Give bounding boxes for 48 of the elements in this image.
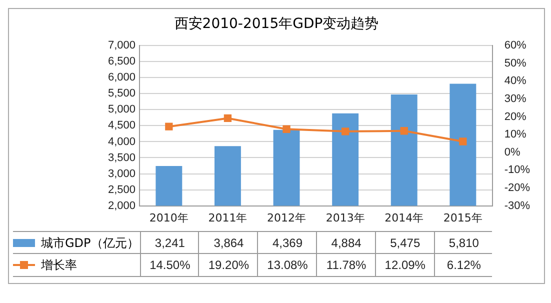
data-label: 5,475 [374, 232, 435, 254]
x-tick-label: 2014年 [384, 211, 424, 224]
y2-tick-label: 40% [504, 75, 527, 88]
x-tick-label: 2013年 [326, 211, 365, 224]
data-label: 14.50% [140, 254, 200, 276]
x-tick-label: 2015年 [443, 211, 482, 224]
point [224, 114, 232, 122]
y-tick-label: 6,000 [108, 72, 136, 84]
y2-tick-label: -20% [504, 182, 530, 194]
data-label: 6.12% [434, 254, 494, 276]
y2-tick-label: 50% [504, 57, 527, 70]
y2-tick-label: 20% [504, 110, 527, 123]
y-tick-label: 6,500 [108, 56, 136, 68]
y2-tick-label: 30% [504, 93, 527, 106]
x-tick-label: 2012年 [267, 211, 306, 224]
y-tick-label: 4,000 [108, 136, 136, 148]
y-tick-label: 4,500 [108, 120, 136, 132]
data-label: 3,864 [198, 232, 258, 254]
y-tick-label: 2,000 [108, 200, 136, 212]
y2-tick-label: -10% [504, 164, 530, 176]
data-label: 4,369 [257, 232, 317, 254]
y-tick-label: 3,000 [108, 168, 136, 180]
y2-tick-label: 60% [504, 40, 527, 52]
x-tick-label: 2011年 [208, 211, 248, 224]
data-label: 12.09% [374, 254, 435, 276]
data-label: 3,241 [140, 232, 200, 254]
data-label: 4,884 [316, 232, 376, 254]
data-label: 5,810 [434, 232, 494, 254]
legend-label: 增长率 [41, 256, 77, 274]
y-tick-label: 2,500 [108, 184, 136, 196]
point [341, 128, 350, 136]
point [165, 122, 173, 130]
y-tick-label: 5,000 [108, 104, 136, 116]
data-label: 19.20% [198, 254, 258, 276]
y-tick-label: 7,000 [108, 40, 136, 52]
point [459, 138, 467, 146]
point [400, 127, 408, 135]
x-tick-label: 2010年 [149, 211, 188, 224]
legend-label: 城市GDP（亿元） [41, 234, 139, 252]
y-tick-label: 5,500 [108, 88, 136, 100]
chart-title: 西安2010-2015年GDP变动趋势 [173, 15, 380, 34]
data-label: 13.08% [257, 254, 317, 276]
y2-tick-label: -30% [504, 200, 530, 212]
point [282, 125, 290, 133]
y2-tick-label: 0% [504, 146, 520, 158]
data-label: 11.78% [316, 254, 376, 276]
y-tick-label: 3,500 [108, 152, 136, 164]
y2-tick-label: 10% [504, 128, 527, 141]
